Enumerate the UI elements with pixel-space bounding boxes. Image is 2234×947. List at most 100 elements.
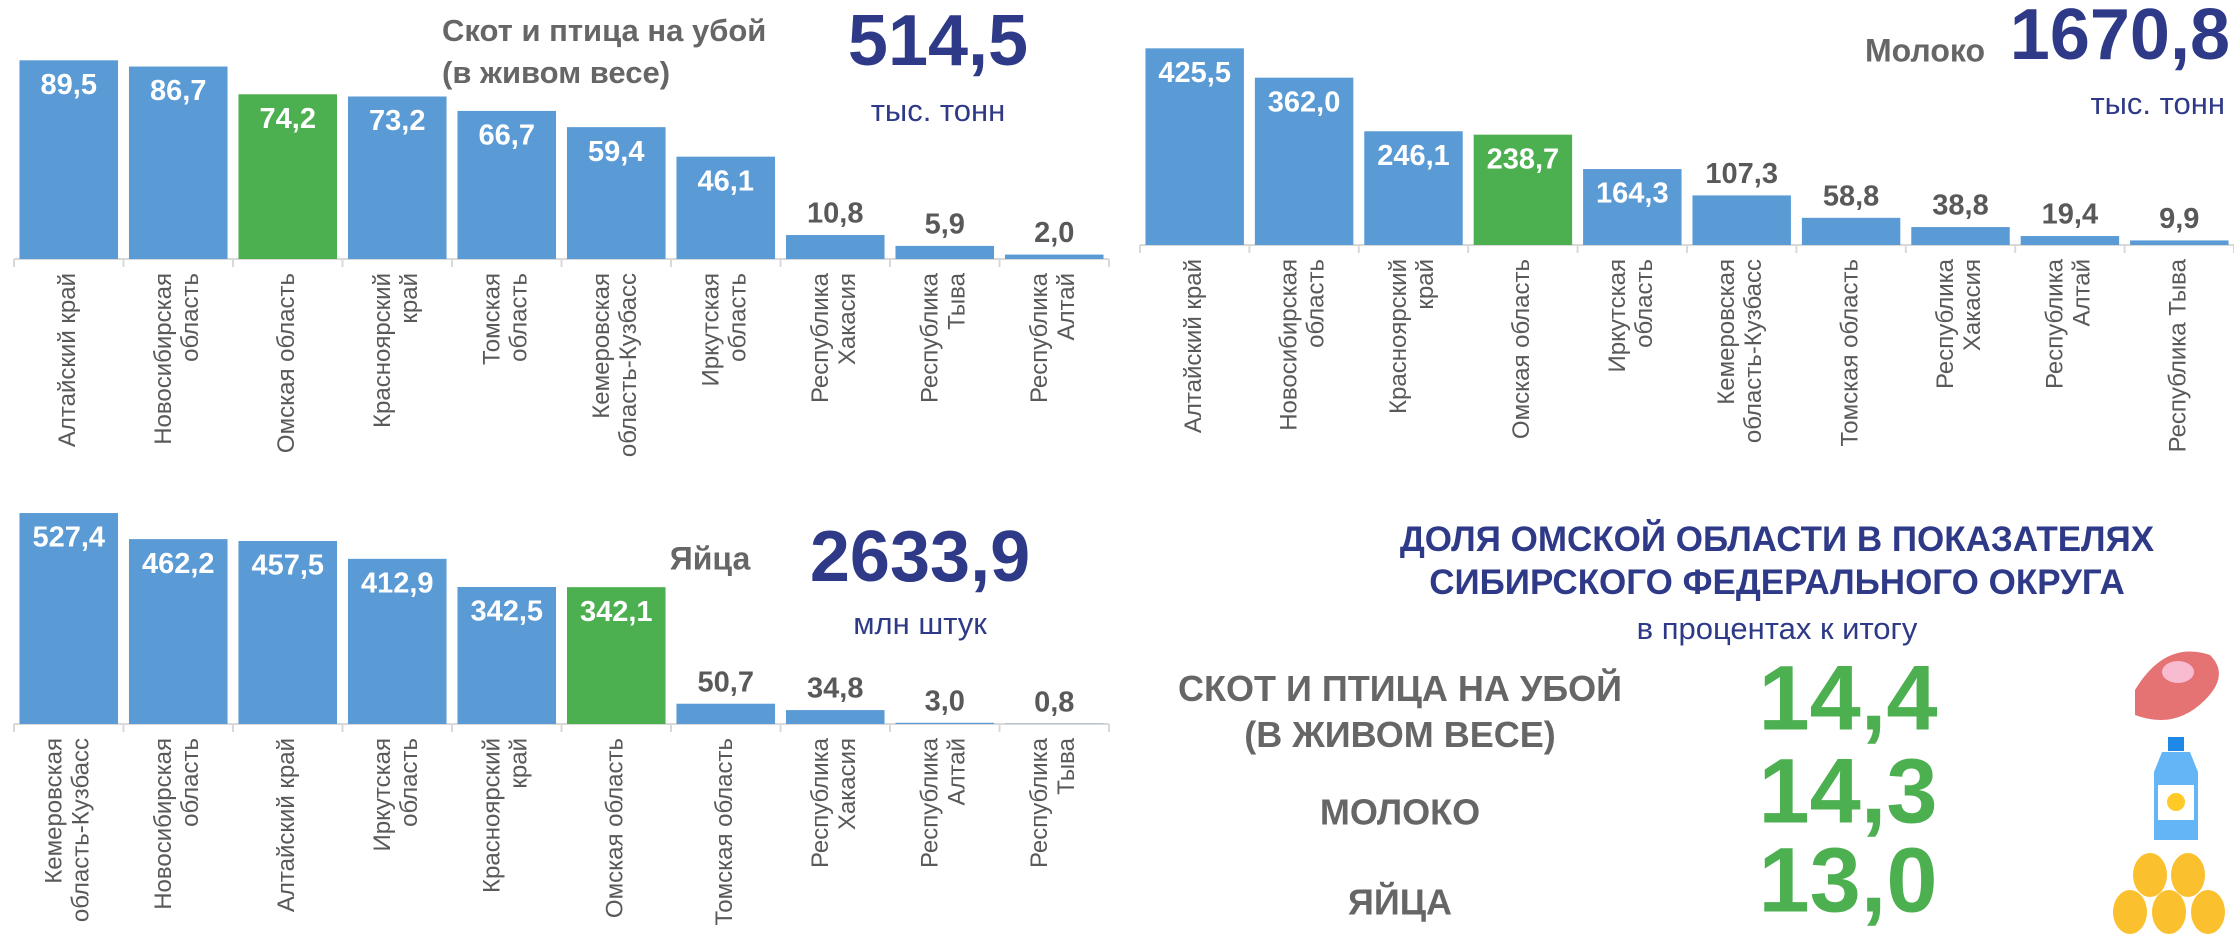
- bar: [1583, 169, 1682, 245]
- x-tick-label: РеспубликаТыва: [1026, 737, 1080, 868]
- bar: [1254, 77, 1354, 245]
- bar: [457, 587, 557, 724]
- share-label: ЯЙЦА: [1348, 881, 1452, 923]
- x-tick-label: РеспубликаХакасия: [807, 737, 861, 868]
- x-tick-label: Красноярскийкрай: [479, 738, 533, 893]
- value-label: 362,0: [1268, 86, 1341, 118]
- x-tick-label: Кемеровскаяобласть-Кузбасс: [1714, 259, 1768, 443]
- chart-title: Молоко: [1865, 32, 1985, 68]
- x-tick-label: Новосибирскаяобласть: [150, 738, 204, 910]
- share-value: 14,3: [1758, 740, 1937, 842]
- x-tick-label: Омская область: [602, 738, 629, 918]
- value-label: 46,1: [698, 165, 754, 197]
- value-label: 73,2: [369, 105, 425, 137]
- x-tick-label: Иркутскаяобласть: [698, 273, 752, 386]
- share-value: 13,0: [1758, 829, 1937, 931]
- bar: [1911, 227, 2010, 245]
- bar: [1692, 195, 1791, 245]
- chart-title: Яйца: [670, 540, 751, 576]
- bar: [347, 558, 447, 724]
- value-label: 2,0: [1034, 217, 1074, 249]
- bar: [1801, 217, 1901, 245]
- x-tick-label: Новосибирскаяобласть: [1276, 259, 1330, 431]
- value-label: 238,7: [1487, 143, 1560, 175]
- x-tick-label: Омская область: [1508, 259, 1535, 439]
- bar: [566, 127, 666, 259]
- x-tick-label: РеспубликаАлтай: [1026, 272, 1080, 403]
- value-label: 246,1: [1377, 140, 1450, 172]
- value-label: 86,7: [150, 75, 206, 107]
- value-label: 425,5: [1158, 57, 1231, 89]
- x-tick-label: Томская область: [1836, 259, 1863, 447]
- value-label: 10,8: [807, 198, 863, 230]
- bar: [347, 96, 447, 259]
- x-tick-label: РеспубликаХакасия: [807, 272, 861, 403]
- total: 2633,9: [810, 517, 1030, 597]
- x-tick-label: Иркутскаяобласть: [369, 738, 423, 851]
- value-label: 3,0: [925, 685, 965, 717]
- value-label: 457,5: [251, 550, 324, 582]
- value-label: 0,8: [1034, 686, 1074, 718]
- x-tick-label: Иркутскаяобласть: [1604, 259, 1658, 372]
- share-subtitle: в процентах к итогу: [1637, 611, 1918, 646]
- share-value: 14,4: [1758, 647, 1937, 749]
- value-label: 462,2: [142, 548, 215, 580]
- x-tick-label: РеспубликаАлтай: [917, 737, 971, 868]
- share-label: СКОТ И ПТИЦА НА УБОЙ (В ЖИВОМ ВЕСЕ): [1178, 667, 1622, 755]
- bar: [1473, 134, 1573, 245]
- value-label: 58,8: [1823, 180, 1879, 212]
- total: 1670,8: [2010, 0, 2230, 75]
- value-label: 412,9: [361, 567, 434, 599]
- eggs-icon: [2113, 853, 2225, 934]
- bar: [457, 110, 557, 260]
- bar: [676, 703, 776, 724]
- bar: [1145, 48, 1244, 245]
- share-title: ДОЛЯ ОМСКОЙ ОБЛАСТИ В ПОКАЗАТЕЛЯХ СИБИРСК…: [1400, 519, 2155, 602]
- bar: [19, 60, 119, 260]
- unit: млн штук: [853, 606, 987, 641]
- value-label: 89,5: [41, 69, 97, 101]
- x-tick-label: Республика Тыва: [2165, 258, 2192, 452]
- x-tick-label: Кемеровскаяобласть-Кузбасс: [41, 738, 95, 922]
- value-label: 19,4: [2042, 199, 2098, 231]
- x-tick-label: Новосибирскаяобласть: [150, 273, 204, 445]
- value-label: 342,1: [580, 596, 653, 628]
- unit: тыс. тонн: [871, 93, 1006, 128]
- x-tick-label: Томскаяобласть: [479, 273, 533, 365]
- value-label: 164,3: [1596, 178, 1669, 210]
- value-label: 527,4: [32, 522, 105, 554]
- x-tick-label: РеспубликаТыва: [917, 272, 971, 403]
- bar: [785, 710, 885, 724]
- total: 514,5: [848, 1, 1028, 81]
- bar: [676, 156, 776, 259]
- value-label: 34,8: [807, 673, 863, 705]
- milk-icon: [2154, 737, 2198, 840]
- x-tick-label: Алтайский край: [54, 273, 81, 447]
- bar: [128, 539, 228, 724]
- bar: [128, 66, 228, 259]
- value-label: 66,7: [479, 120, 535, 152]
- x-tick-label: Красноярскийкрай: [1385, 259, 1439, 414]
- bar: [1004, 254, 1104, 259]
- bar: [566, 587, 666, 724]
- chart-title: Скот и птица на убой (в живом весе): [442, 13, 766, 90]
- bar: [895, 245, 995, 259]
- value-label: 38,8: [1932, 190, 1988, 222]
- value-label: 9,9: [2159, 203, 2199, 235]
- value-label: 5,9: [925, 209, 965, 241]
- meat-icon: [2135, 651, 2219, 720]
- bar: [2020, 236, 2120, 245]
- x-tick-label: Красноярскийкрай: [369, 273, 423, 428]
- bar: [238, 541, 338, 724]
- bar: [785, 235, 885, 259]
- value-label: 107,3: [1705, 158, 1778, 190]
- share-label: МОЛОКО: [1320, 792, 1480, 833]
- bar: [19, 513, 119, 724]
- bar: [1364, 131, 1463, 245]
- x-tick-label: Алтайский край: [1180, 259, 1207, 433]
- value-label: 50,7: [698, 666, 754, 698]
- x-tick-label: Алтайский край: [273, 738, 300, 912]
- value-label: 342,5: [470, 596, 543, 628]
- value-label: 59,4: [588, 136, 644, 168]
